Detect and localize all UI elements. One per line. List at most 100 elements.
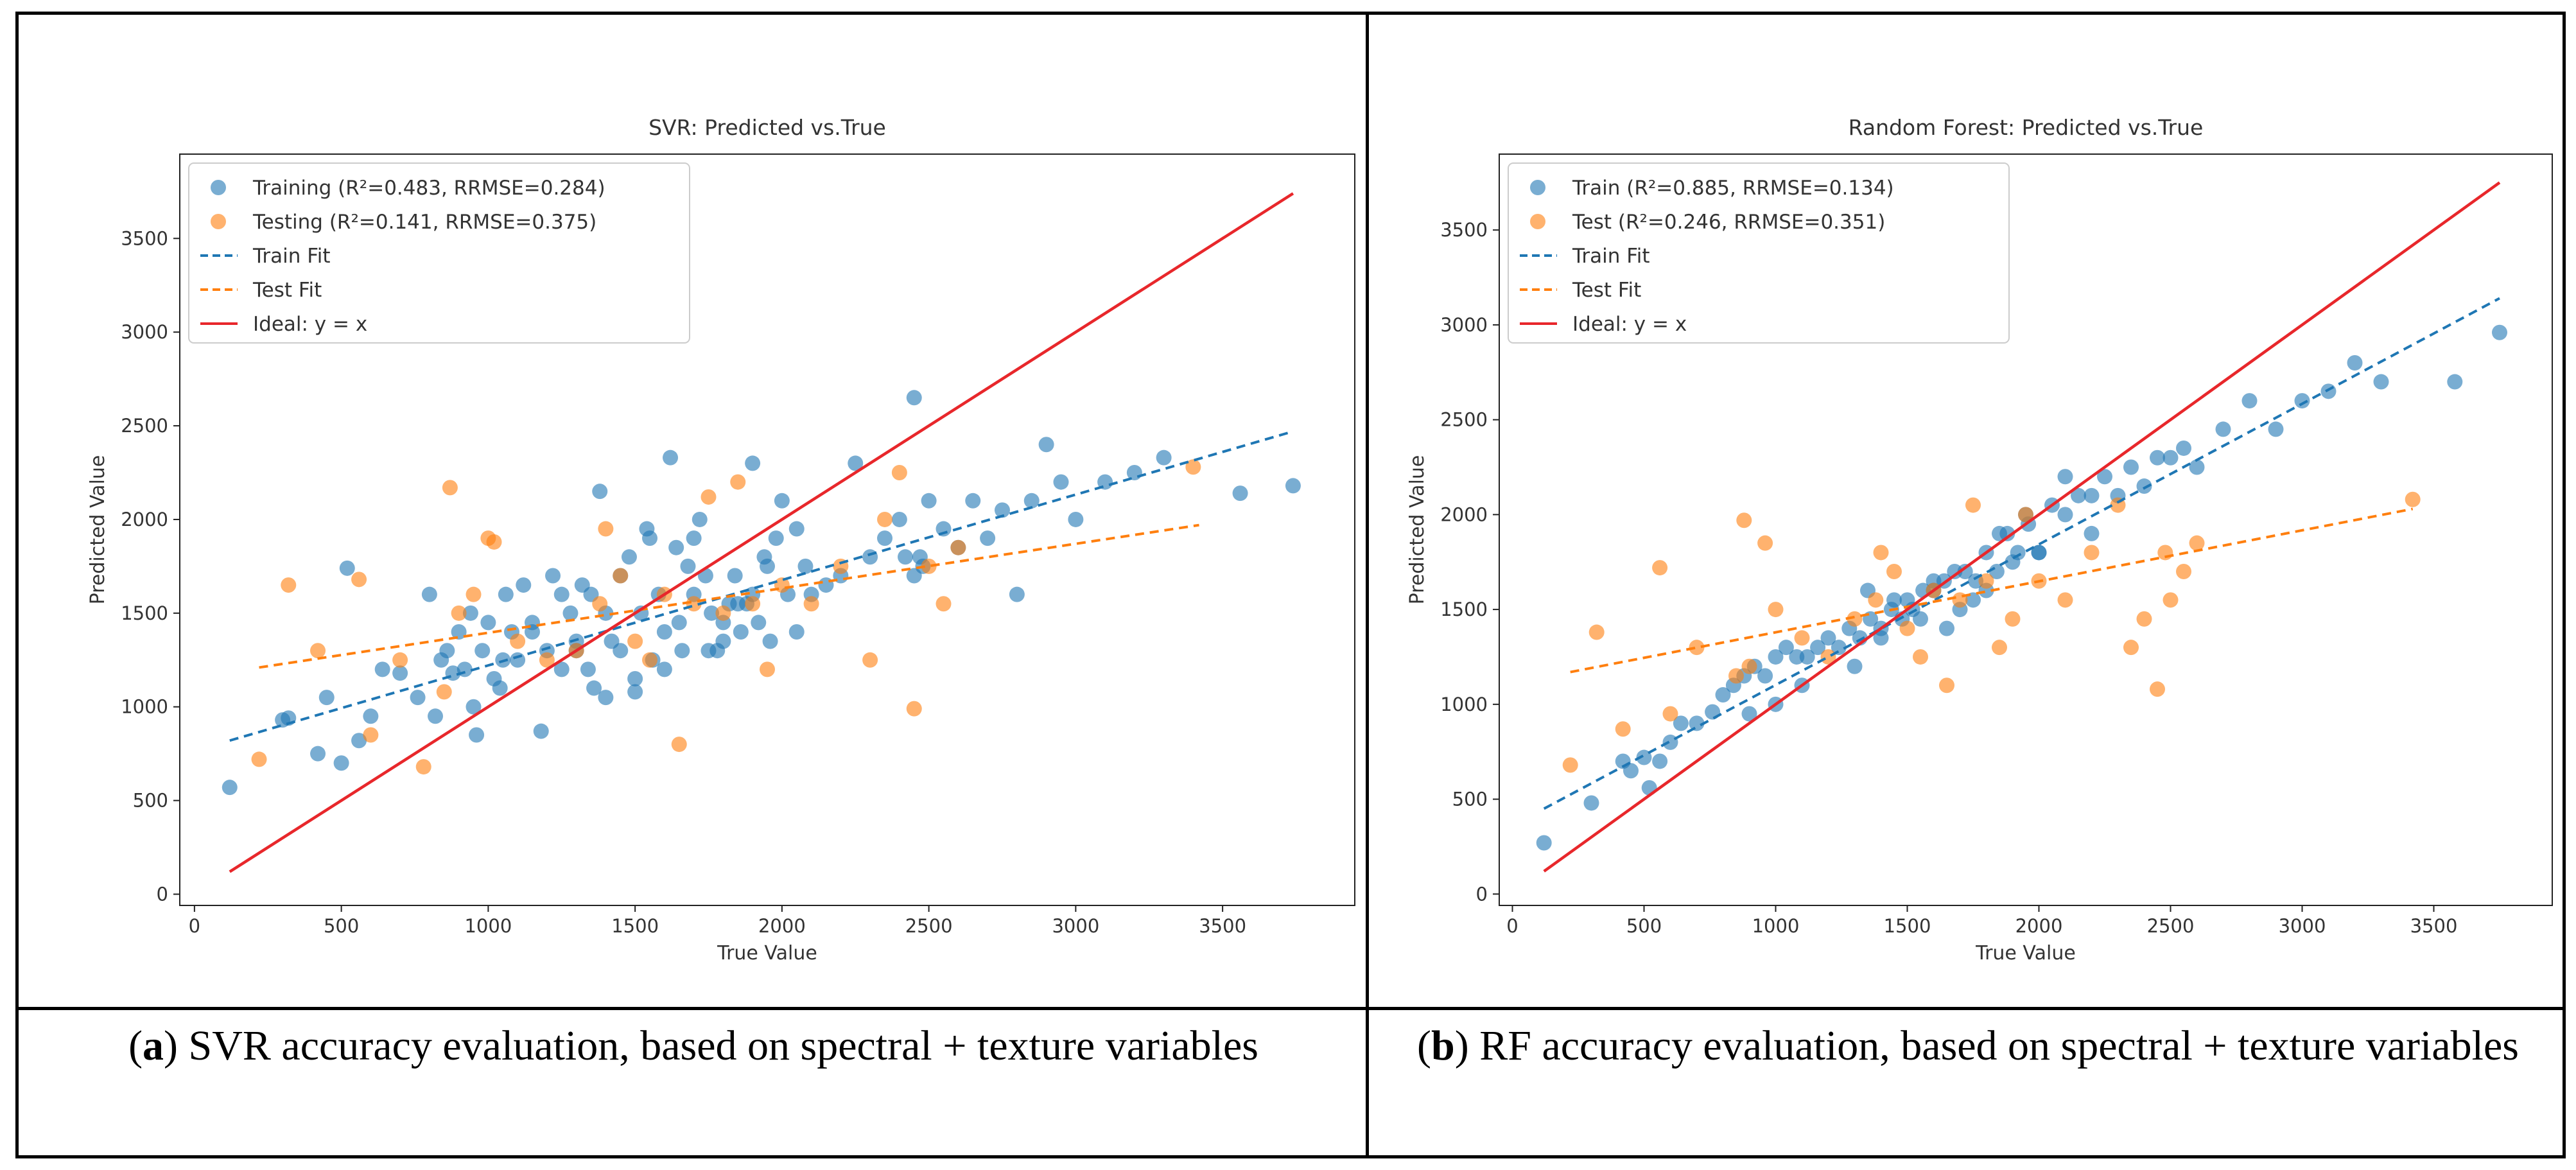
chart-1-xtick-label: 1000 xyxy=(1752,915,1800,937)
chart-1-series-1-point xyxy=(2018,507,2033,523)
chart-1-series-0-point xyxy=(1810,640,1826,656)
chart-0-series-1-point xyxy=(891,465,907,481)
chart-0-series-0-point xyxy=(760,558,775,574)
chart-0-series-0-point xyxy=(480,615,496,631)
chart-1-series-0-point xyxy=(2189,459,2205,475)
chart-1-series-0-point xyxy=(1768,649,1784,665)
chart-0-series-0-point xyxy=(797,558,814,574)
chart-1-series-1-point xyxy=(2136,611,2152,627)
chart-1-series-0-point xyxy=(1939,620,1954,636)
chart-1-series-0-point xyxy=(1757,668,1773,684)
chart-0-series-0-point xyxy=(704,605,720,621)
chart-1-series-1-point xyxy=(1847,611,1863,627)
chart-1-series-0-point xyxy=(1636,749,1652,765)
chart-1-axes-frame xyxy=(1499,153,2553,906)
chart-0-series-0-point xyxy=(663,450,679,466)
chart-1-series-0-point xyxy=(1831,640,1847,656)
chart-0-series-0-point xyxy=(1285,478,1301,494)
chart-1-series-1-point xyxy=(1873,545,1889,561)
chart-1-series-0-point xyxy=(1778,640,1794,656)
chart-0-series-1-point xyxy=(351,572,367,588)
chart-0-series-0-point xyxy=(1053,474,1069,490)
chart-0-series-0-point xyxy=(715,633,731,649)
chart-0-series-0-point xyxy=(462,605,478,621)
chart-0-series-0-point xyxy=(1009,586,1025,602)
chart-1-series-1-point xyxy=(1689,640,1705,656)
chart-0-series-0-point xyxy=(428,708,444,724)
chart-0-series-0-point xyxy=(1068,511,1084,527)
chart-1-series-0-point xyxy=(2294,393,2310,409)
chart-1-series-0-point xyxy=(1913,611,1928,627)
chart-0-series-0-point xyxy=(680,558,696,574)
chart-0-ytick-label: 1500 xyxy=(121,602,168,624)
chart-0-series-0-point xyxy=(621,549,637,565)
chart-0-series-0-point xyxy=(363,708,379,724)
chart-1-series-1-point xyxy=(2189,535,2205,551)
chart-0-legend-label-3: Test Fit xyxy=(252,279,322,302)
chart-1-series-1-point xyxy=(1992,640,2007,656)
chart-0-series-0-point xyxy=(351,733,367,749)
chart-0-legend-label-2: Train Fit xyxy=(252,245,331,268)
chart-1-legend-marker-1 xyxy=(1530,214,1545,229)
chart-0-series-0-point xyxy=(392,665,408,681)
chart-1-series-0-point xyxy=(1583,795,1599,811)
chart-0-xtick-label: 2500 xyxy=(905,915,953,937)
chart-0-legend-label-0: Training (R²=0.483, RRMSE=0.284) xyxy=(252,177,605,200)
caption-a: (a) SVR accuracy evaluation, based on sp… xyxy=(128,1022,1258,1069)
chart-0-series-1-point xyxy=(701,489,717,505)
chart-0-series-0-point xyxy=(656,624,672,640)
chart-1-series-0-point xyxy=(1715,687,1731,703)
chart-1-series-0-point xyxy=(2005,554,2021,570)
chart-0-series-0-point xyxy=(580,661,596,677)
chart-1-series-1-point xyxy=(1615,721,1631,737)
chart-1-series-1-point xyxy=(1868,592,1884,608)
chart-1-series-1-point xyxy=(1913,649,1928,665)
chart-1-series-1-point xyxy=(1588,624,1605,640)
chart-0-ytick-label: 3500 xyxy=(121,227,168,249)
chart-0-series-2-line xyxy=(229,430,1294,742)
chart-0-series-0-point xyxy=(439,643,455,659)
chart-0-ytick-label: 2000 xyxy=(121,509,168,530)
chart-0-series-1-point xyxy=(627,633,643,649)
chart-1-xtick-label: 3500 xyxy=(2410,915,2458,937)
panel-divider xyxy=(1366,12,1369,1158)
caption-b: (b) RF accuracy evaluation, based on spe… xyxy=(1417,1022,2519,1069)
chart-0-series-0-point xyxy=(586,680,602,696)
chart-0-series-0-point xyxy=(656,661,672,677)
chart-0-series-1-point xyxy=(539,652,555,668)
chart-1-series-0-point xyxy=(2097,469,2112,485)
chart-1-legend-marker-0 xyxy=(1530,180,1545,195)
chart-1-series-1-point xyxy=(1741,658,1757,674)
chart-0-axes-frame xyxy=(179,153,1355,906)
chart-1-series-1-point xyxy=(1728,668,1744,684)
chart-1-series-0-point xyxy=(2057,469,2073,485)
chart-0-series-3-line xyxy=(259,523,1199,669)
chart-1-series-2-line xyxy=(1543,297,2500,810)
chart-0-xlabel: True Value xyxy=(717,942,817,965)
chart-0-series-0-point xyxy=(906,390,922,406)
chart-1-xtick-label: 1500 xyxy=(1884,915,1931,937)
chart-1-series-1-point xyxy=(1939,677,1954,694)
chart-0-series-0-point xyxy=(730,596,746,612)
chart-0-series-0-point xyxy=(995,502,1010,518)
chart-0-series-1-point xyxy=(281,577,297,593)
chart-0-series-0-point xyxy=(421,586,437,602)
chart-0-series-0-point xyxy=(598,690,614,706)
chart-1-series-1-point xyxy=(2005,611,2021,627)
chart-0-series-1-point xyxy=(921,558,937,574)
chart-1-series-1-point xyxy=(2123,640,2139,656)
chart-1-series-1-point xyxy=(2057,592,2073,608)
chart-0-xtick-label: 3500 xyxy=(1199,915,1246,937)
chart-1-series-0-point xyxy=(2268,421,2284,437)
chart-0-series-0-point xyxy=(545,568,561,584)
chart-0-legend-marker-0 xyxy=(211,180,226,195)
caption-a-text: SVR accuracy evaluation, based on spectr… xyxy=(178,1022,1258,1069)
chart-1-legend-label-3: Test Fit xyxy=(1572,279,1641,302)
chart-0-series-0-point xyxy=(469,727,485,743)
chart-0-ytick-label: 3000 xyxy=(121,321,168,343)
chart-1-series-0-point xyxy=(2136,478,2152,494)
chart-1-series-1-point xyxy=(2176,564,2191,579)
chart-0-series-1-point xyxy=(803,596,819,612)
chart-0-series-0-point xyxy=(516,577,532,593)
